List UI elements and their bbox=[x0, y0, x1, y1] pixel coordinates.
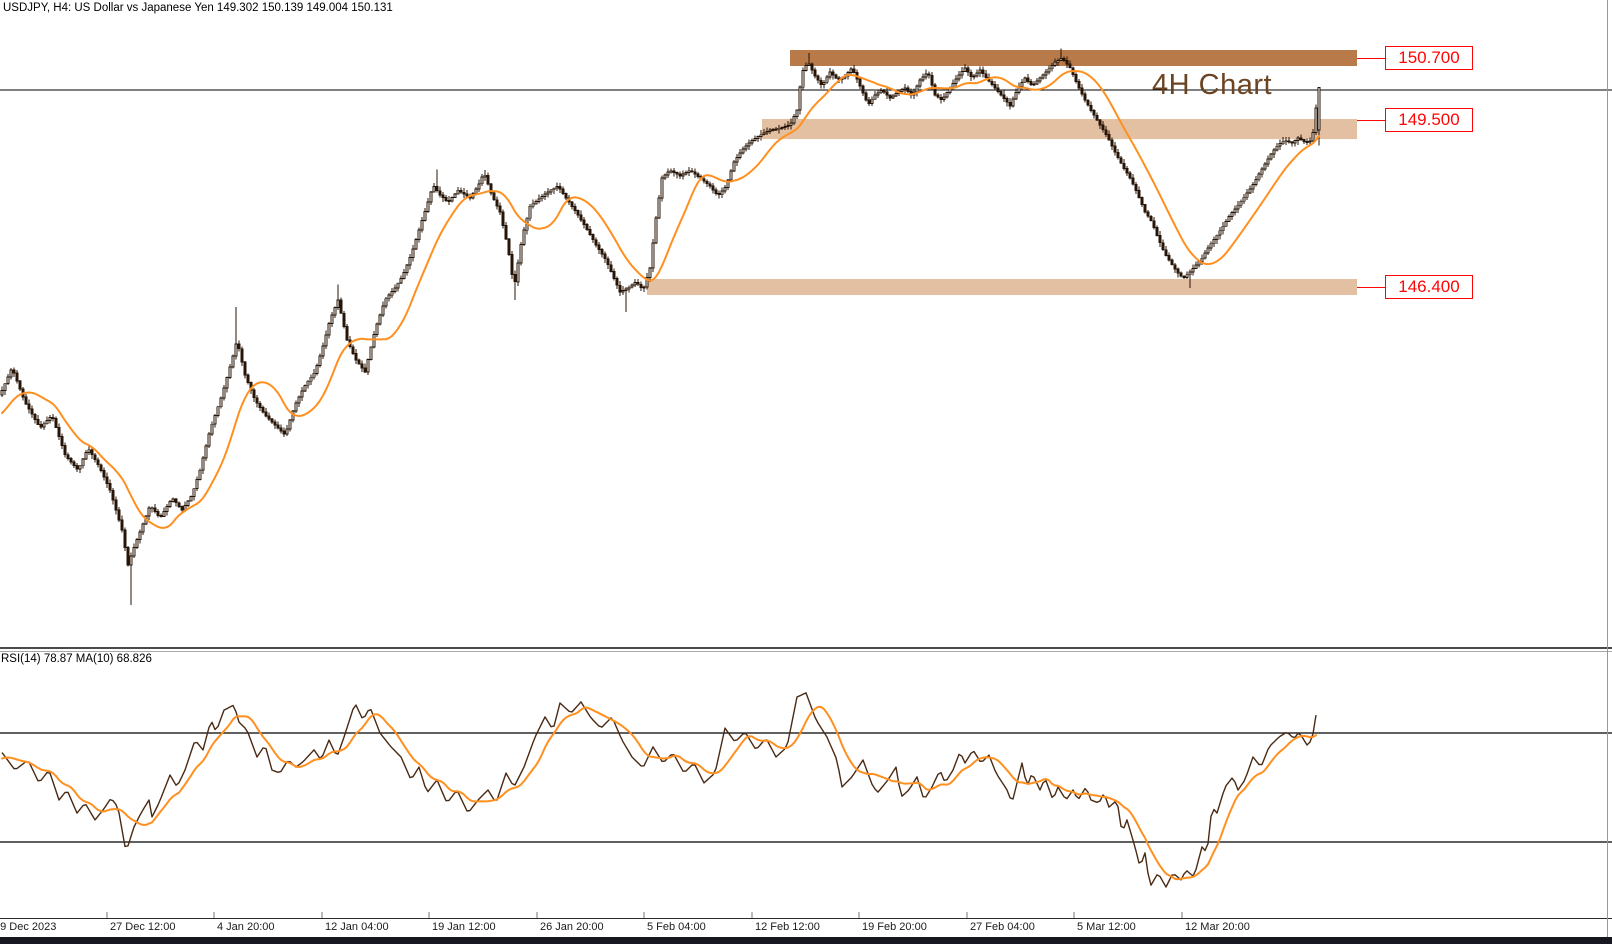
taskbar-edge bbox=[0, 937, 1612, 944]
chart-annotation-4h: 4H Chart bbox=[1152, 69, 1273, 101]
time-axis-label: 19 Feb 20:00 bbox=[862, 921, 927, 933]
panel-separator[interactable] bbox=[0, 645, 1612, 654]
time-axis-label: 27 Feb 04:00 bbox=[970, 921, 1035, 933]
time-axis-label: 5 Mar 12:00 bbox=[1077, 921, 1136, 933]
time-axis-label: 5 Feb 04:00 bbox=[647, 921, 706, 933]
price-tag-connector bbox=[1357, 58, 1385, 59]
time-axis-label: 19 Dec 2023 bbox=[0, 921, 57, 933]
time-axis[interactable]: 19 Dec 2023 27 Dec 12:00 4 Jan 20:00 12 Jan… bbox=[0, 918, 1612, 937]
time-axis-label: 12 Feb 12:00 bbox=[755, 921, 820, 933]
time-axis-label: 26 Jan 20:00 bbox=[540, 921, 604, 933]
price-tag-149500[interactable]: 149.500 bbox=[1385, 108, 1473, 132]
price-tag-connector bbox=[1357, 120, 1385, 121]
price-tag-146400[interactable]: 146.400 bbox=[1385, 275, 1473, 299]
time-axis-label: 12 Jan 04:00 bbox=[325, 921, 389, 933]
time-axis-label: 19 Jan 12:00 bbox=[432, 921, 496, 933]
price-tag-connector bbox=[1357, 287, 1385, 288]
chart-title: USDJPY, H4: US Dollar vs Japanese Yen 14… bbox=[3, 2, 393, 14]
price-tag-150700[interactable]: 150.700 bbox=[1385, 46, 1473, 70]
time-axis-label: 12 Mar 20:00 bbox=[1185, 921, 1250, 933]
time-axis-label: 27 Dec 12:00 bbox=[110, 921, 176, 933]
time-axis-label: 4 Jan 20:00 bbox=[217, 921, 275, 933]
rsi-indicator-label: RSI(14) 78.87 MA(10) 68.826 bbox=[1, 653, 152, 665]
